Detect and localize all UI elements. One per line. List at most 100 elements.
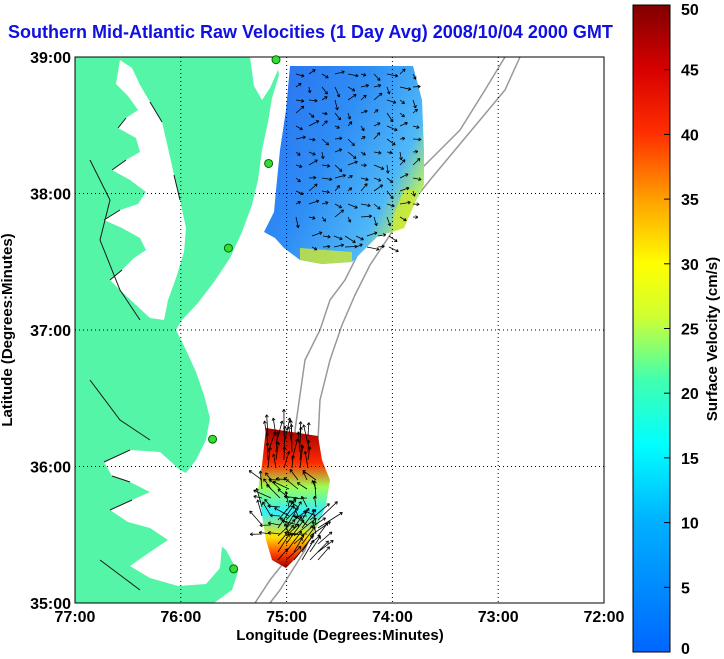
velocity-arrow [412,138,422,140]
velocity-arrow [317,546,330,561]
velocity-arrow [373,92,383,101]
velocity-arrowhead [314,183,318,187]
velocity-arrow [293,510,307,521]
velocity-arrow [267,442,269,461]
velocity-arrowhead [365,83,369,88]
y-tick-label: 39:00 [30,50,71,67]
velocity-arrow [373,84,381,88]
velocity-arrowhead [415,215,419,219]
radar-station-marker [229,564,239,574]
velocity-arrowhead [307,446,312,450]
velocity-arrow [267,446,271,469]
velocity-arrowhead [265,442,270,446]
velocity-arrow [360,183,368,192]
x-tick-label: 72:00 [584,609,625,626]
velocity-arrow [355,243,363,248]
velocity-arrowhead [297,152,301,156]
velocity-arrow [412,108,418,114]
velocity-arrow [285,530,302,553]
velocity-arrow [268,522,281,526]
velocity-arrowhead [394,238,398,243]
velocity-arrow [269,514,281,517]
velocity-arrowhead [310,114,315,118]
velocity-arrowhead [377,122,381,126]
velocity-arrow [259,470,263,490]
velocity-arrowhead [269,513,273,518]
velocity-arrowhead [306,422,311,426]
velocity-arrowhead [353,94,357,98]
colorbar-tick-labels: 0 5 10 15 20 25 30 35 40 45 50 [664,2,699,658]
x-tick-label: 75:00 [266,609,307,626]
velocity-arrow [295,136,306,140]
velocity-arrow [322,235,331,238]
velocity-arrowhead [282,446,287,450]
velocity-arrow [373,177,382,182]
velocity-arrowhead [249,510,253,514]
velocity-arrowhead [339,236,343,241]
velocity-arrowhead [300,519,305,524]
velocity-arrowhead [289,424,294,428]
velocity-arrow [284,523,290,535]
velocity-arrow [308,120,319,127]
velocity-arrow [314,496,317,508]
y-tick-label: 38:00 [30,187,71,204]
velocity-arrowhead [322,517,326,521]
velocity-arrow [293,497,308,500]
velocity-arrow [373,109,379,114]
velocity-arrow [412,177,422,181]
velocity-arrowhead [272,453,276,457]
velocity-arrowhead [330,539,334,544]
velocity-arrowhead [347,116,352,120]
velocity-arrowhead [297,546,302,550]
velocity-arrow [311,232,323,237]
velocity-arrow [249,510,263,526]
velocity-arrow [412,86,421,88]
velocity-arrow [264,420,269,445]
velocity-arrowhead [312,216,316,220]
colorbar-tick-label: 40 [681,127,699,144]
velocity-arrow [297,482,308,490]
velocity-arrowhead [387,222,392,227]
velocity-arrow [386,151,393,154]
velocity-arrowhead [320,155,325,160]
velocity-arrow [366,246,380,250]
colorbar-tick-label: 25 [681,322,699,339]
velocity-arrowhead [325,201,329,205]
velocity-arrow [308,151,316,156]
velocity-arrow [293,517,317,537]
velocity-arrow [399,173,409,179]
velocity-arrow [412,73,417,80]
colorbar-label: Surface Velocity (cm/s) [704,257,721,421]
velocity-arrowhead [348,121,353,125]
velocity-arrowhead [271,417,276,421]
velocity-arrowhead [289,419,293,424]
velocity-arrowhead [253,489,257,493]
velocity-arrowhead [265,472,269,476]
velocity-arrow [295,105,305,114]
velocity-arrowhead [266,484,270,488]
velocity-arrowhead [324,111,328,116]
velocity-arrow [295,125,303,131]
velocity-arrow [267,505,281,508]
velocity-arrowhead [338,168,343,172]
y-axis-label: Latitude (Degrees:Minutes) [0,233,16,426]
colorbar-tick-label: 0 [681,641,690,658]
velocity-arrowhead [348,187,353,191]
velocity-arrow [347,138,355,146]
velocity-arrowhead [336,94,341,98]
velocity-arrow [301,533,315,553]
velocity-arrow [317,540,334,553]
velocity-arrow [317,512,343,529]
velocity-arrow [308,200,320,205]
velocity-arrowhead [297,201,301,205]
velocity-arrow [360,151,366,156]
velocity-arrowhead [414,108,418,113]
velocity-arrow [304,451,309,469]
velocity-arrow [301,539,315,561]
velocity-arrow [321,120,328,127]
map-title: Southern Mid-Atlantic Raw Velocities (1 … [8,22,613,42]
velocity-arrow [295,99,304,102]
velocity-arrow [347,86,356,92]
velocity-arrow [360,84,369,88]
velocity-arrow [334,164,343,172]
